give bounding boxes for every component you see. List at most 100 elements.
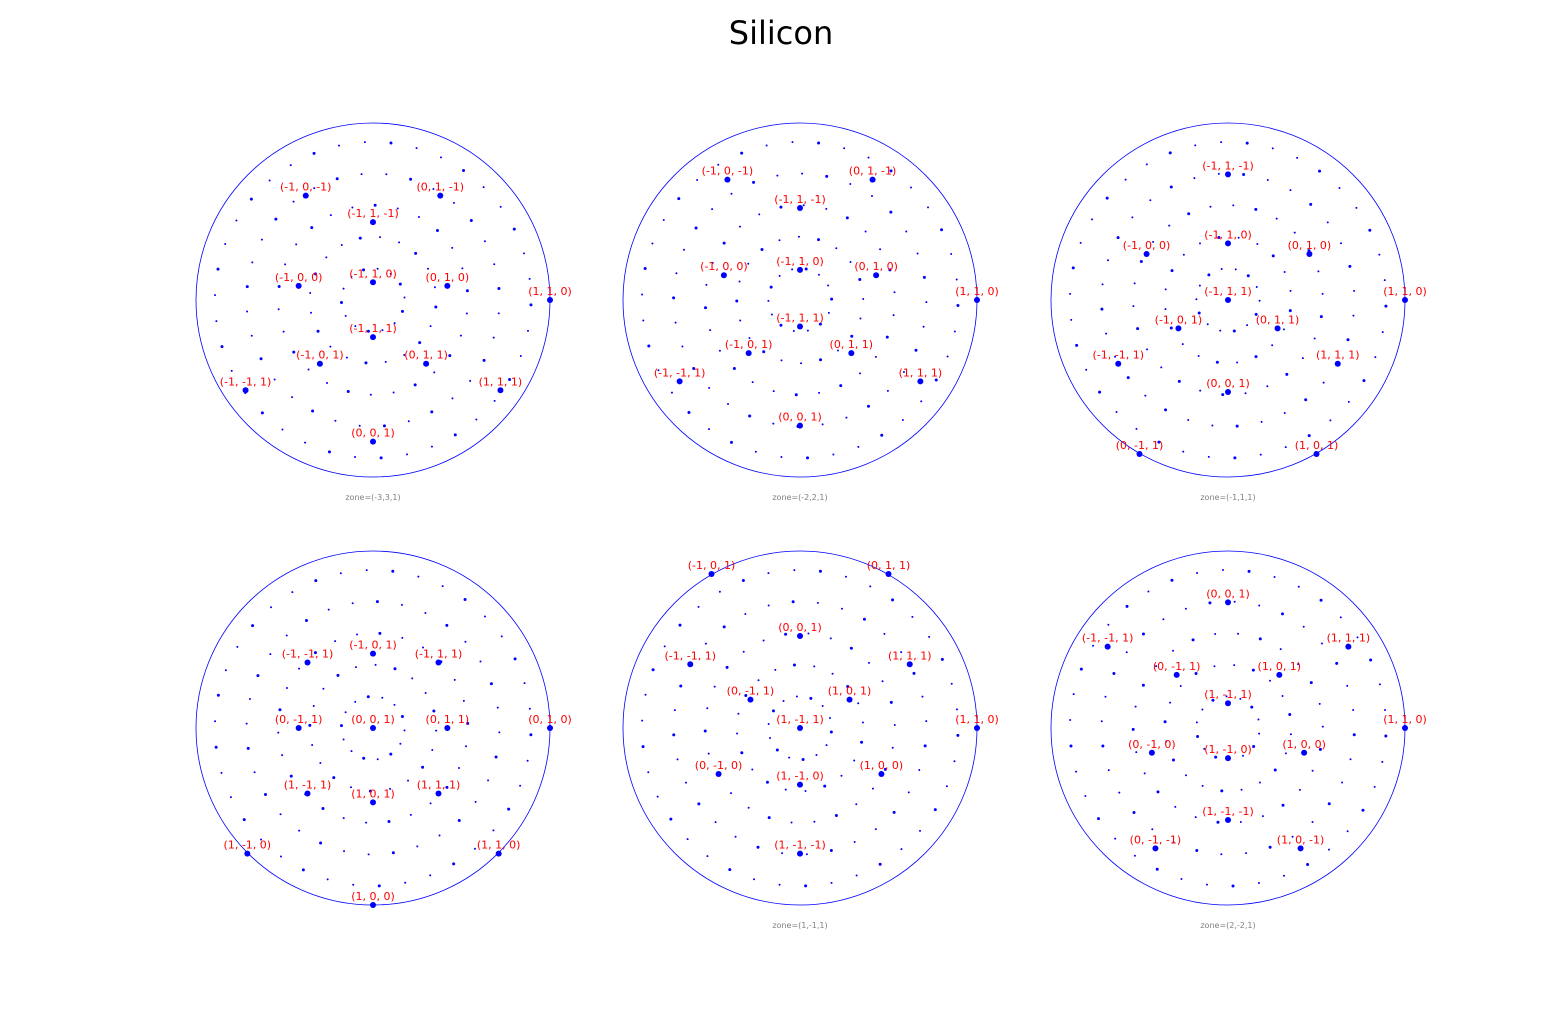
minor-pole-dot — [918, 768, 921, 771]
minor-pole-dot — [767, 723, 770, 726]
minor-pole-dot — [463, 598, 467, 602]
pole-dot — [878, 771, 885, 778]
pole-label: (-1, -1, 1) — [1093, 349, 1145, 362]
minor-pole-dot — [784, 632, 788, 636]
minor-pole-dot — [279, 855, 282, 858]
pole-label: (1, 1, 0) — [528, 285, 572, 298]
minor-pole-dot — [453, 678, 456, 681]
minor-pole-dot — [1335, 661, 1339, 665]
minor-pole-dot — [465, 312, 468, 315]
minor-pole-dot — [366, 695, 370, 699]
pole-label: (-1, 0, 0) — [275, 271, 323, 284]
minor-pole-dot — [528, 707, 531, 710]
minor-pole-dot — [647, 771, 650, 774]
pole-label: (1, 1, 1) — [1316, 349, 1360, 362]
pole-label: (-1, -1, 1) — [665, 649, 717, 662]
zone-label: zone=(-2,2,1) — [772, 493, 827, 502]
minor-pole-dot — [893, 291, 896, 294]
minor-pole-dot — [1269, 679, 1272, 682]
minor-pole-dot — [933, 808, 937, 812]
minor-pole-dot — [1085, 368, 1088, 371]
minor-pole-dot — [921, 695, 924, 698]
pole-label: (0, 1, 0) — [1288, 239, 1332, 252]
minor-poles — [214, 141, 533, 460]
pole-dot — [547, 297, 553, 303]
minor-pole-dot — [684, 781, 687, 784]
minor-pole-dot — [312, 151, 316, 155]
minor-pole-dot — [642, 319, 645, 322]
pole-dot — [1313, 450, 1320, 457]
minor-pole-dot — [791, 268, 794, 271]
minor-pole-dot — [1327, 848, 1330, 851]
minor-pole-dot — [385, 173, 388, 176]
minor-pole-dot — [775, 748, 779, 752]
minor-pole-dot — [329, 214, 332, 217]
pole-dot — [797, 632, 803, 639]
minor-pole-dot — [1214, 633, 1217, 636]
minor-pole-dot — [840, 607, 843, 610]
minor-pole-dot — [344, 314, 347, 317]
minor-pole-dot — [352, 883, 355, 886]
minor-pole-dot — [487, 779, 490, 782]
minor-pole-dot — [251, 261, 254, 264]
minor-pole-dot — [389, 787, 392, 790]
minor-pole-dot — [674, 321, 677, 324]
minor-pole-dot — [1306, 863, 1310, 867]
pole-label: (0, -1, 1) — [1116, 439, 1164, 452]
minor-pole-dot — [1196, 572, 1199, 575]
minor-pole-dot — [1288, 712, 1292, 716]
minor-pole-dot — [853, 841, 856, 844]
minor-pole-dot — [919, 829, 922, 832]
minor-pole-dot — [663, 645, 666, 648]
minor-pole-dot — [473, 847, 476, 850]
minor-pole-dot — [411, 677, 414, 680]
minor-pole-dot — [414, 251, 418, 255]
minor-pole-dot — [1146, 348, 1149, 351]
minor-pole-dot — [1170, 269, 1174, 273]
pole-label: (-1, 0, 0) — [700, 260, 748, 273]
pole-label: (-1, 1, 1) — [1204, 285, 1252, 298]
pole-label: (-1, 0, 1) — [349, 639, 397, 652]
minor-pole-dot — [920, 400, 923, 403]
minor-pole-dot — [692, 366, 696, 370]
minor-pole-dot — [346, 390, 350, 394]
pole-dot — [304, 790, 311, 797]
minor-pole-dot — [928, 635, 931, 638]
pole-dot — [797, 204, 803, 211]
minor-pole-dot — [342, 287, 345, 290]
minor-pole-dot — [1258, 637, 1262, 641]
minor-pole-dot — [429, 802, 432, 805]
minor-pole-dot — [940, 228, 944, 232]
minor-pole-dot — [711, 261, 714, 264]
minor-pole-dot — [1156, 790, 1160, 794]
minor-pole-dot — [953, 760, 956, 763]
minor-pole-dot — [230, 369, 233, 372]
minor-pole-dot — [1384, 734, 1388, 738]
minor-pole-dot — [377, 884, 381, 888]
minor-pole-dot — [1381, 760, 1384, 763]
pole-dot — [497, 387, 504, 394]
minor-pole-dot — [859, 317, 862, 320]
minor-pole-dot — [697, 605, 700, 608]
minor-pole-dot — [462, 699, 465, 702]
minor-pole-dot — [1260, 420, 1263, 423]
minor-pole-dot — [384, 360, 387, 363]
minor-pole-dot — [295, 243, 298, 246]
minor-pole-dot — [737, 712, 740, 715]
minor-pole-dot — [304, 619, 308, 623]
minor-pole-dot — [1135, 751, 1138, 754]
minor-pole-dot — [409, 177, 413, 181]
minor-pole-dot — [679, 684, 683, 688]
minor-pole-dot — [291, 591, 294, 594]
minor-pole-dot — [1250, 705, 1254, 709]
minor-pole-dot — [704, 642, 707, 645]
minor-pole-dot — [1211, 698, 1215, 702]
minor-pole-dot — [779, 205, 783, 209]
minor-pole-dot — [1217, 172, 1220, 175]
minor-pole-dot — [1273, 575, 1276, 578]
minor-pole-dot — [867, 156, 870, 159]
minor-pole-dot — [1197, 311, 1201, 315]
minor-pole-dot — [815, 753, 818, 756]
minor-pole-dot — [1115, 410, 1118, 413]
